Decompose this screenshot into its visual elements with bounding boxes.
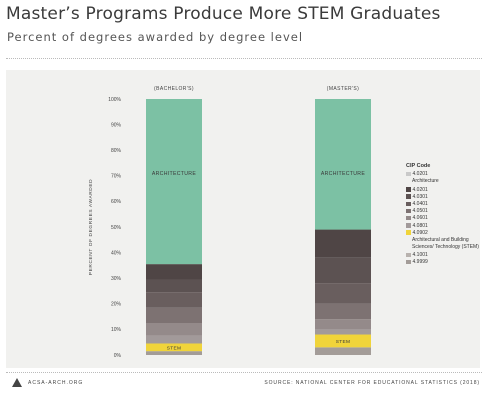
legend-swatch <box>406 171 411 176</box>
legend-item: 4.0301 <box>406 194 486 200</box>
header-divider <box>6 58 482 59</box>
legend-description: Architectural and Building Sciences/ Tec… <box>412 237 479 250</box>
bar-segment <box>146 323 202 336</box>
bar-segment <box>146 292 202 308</box>
bar-segment <box>315 283 371 304</box>
legend-swatch <box>406 215 411 221</box>
legend-item: 4.9999 <box>406 259 486 265</box>
footer-source: SOURCE: NATIONAL CENTER FOR EDUCATIONAL … <box>264 380 480 386</box>
y-tick-label: 100% <box>108 97 121 103</box>
chart-subtitle: Percent of degrees awarded by degree lev… <box>7 30 304 44</box>
y-tick-label: 80% <box>111 148 122 154</box>
bar-label: ARCHITECTURE <box>152 171 196 177</box>
legend-swatch <box>406 223 411 228</box>
bar-segment <box>315 99 371 230</box>
chart-panel <box>6 70 480 368</box>
category-label: (MASTER'S) <box>327 86 359 92</box>
bar-label: ARCHITECTURE <box>321 171 365 177</box>
footer: ACSA-ARCH.ORG SOURCE: NATIONAL CENTER FO… <box>6 372 482 391</box>
y-axis-label: PERCENT OF DEGREES AWARDED <box>88 179 94 275</box>
legend-item: 4.0401 <box>406 201 486 207</box>
acsa-logo-icon <box>12 378 22 387</box>
bar-label: STEM <box>167 345 182 351</box>
legend-swatch <box>406 230 411 235</box>
bar-segment <box>146 343 202 352</box>
y-tick-label: 60% <box>111 199 122 205</box>
bar-segment <box>146 264 202 280</box>
legend-swatch <box>406 252 411 257</box>
y-tick-label: 20% <box>111 302 122 308</box>
bar-segment <box>146 335 202 344</box>
legend-code: 4.1001 <box>412 252 428 258</box>
bar-segment <box>146 99 202 265</box>
bar-segment <box>146 307 202 323</box>
legend-code: 4.0301 <box>412 193 428 200</box>
legend-swatch <box>406 201 411 207</box>
legend-swatch <box>406 194 411 199</box>
y-tick-label: 50% <box>111 225 122 231</box>
y-tick-label: 30% <box>111 276 122 282</box>
legend-swatch <box>406 208 411 214</box>
bar-segment <box>315 303 371 320</box>
legend-code: 4.0201 <box>412 171 428 177</box>
bar-segment <box>315 347 371 355</box>
y-tick-label: 0% <box>114 353 122 359</box>
legend-item: 4.0201 <box>406 187 486 193</box>
bar-label: STEM <box>336 339 351 345</box>
footer-logo-text[interactable]: ACSA-ARCH.ORG <box>28 380 84 386</box>
legend-code: 4.0401 <box>412 201 428 208</box>
bar-segment <box>146 351 202 355</box>
legend-item: 4.0501 <box>406 208 486 214</box>
bar-segment <box>315 257 371 284</box>
bar-segment <box>146 279 202 293</box>
legend-code: 4.0801 <box>412 222 428 229</box>
legend-code: 4.0902 <box>412 229 428 236</box>
legend-code: 4.0201 <box>412 186 428 193</box>
legend-item: 4.0801 <box>406 223 486 229</box>
bar-segment <box>315 229 371 258</box>
bar-segment <box>315 334 371 348</box>
y-tick-label: 10% <box>111 327 122 333</box>
y-tick-label: 70% <box>111 174 122 180</box>
bar-segment <box>315 329 371 335</box>
legend-swatch <box>406 259 411 265</box>
legend-code: 4.9999 <box>412 259 428 266</box>
legend-item: 4.1001 <box>406 252 486 258</box>
y-tick-label: 90% <box>111 122 122 128</box>
y-tick-label: 40% <box>111 250 122 256</box>
legend-code: 4.0501 <box>412 208 428 215</box>
legend-item: 4.0201 <box>406 171 486 177</box>
legend-item: 4.0601 <box>406 215 486 221</box>
category-label: (BACHELOR'S) <box>154 86 194 92</box>
bar-segment <box>315 319 371 330</box>
legend-description: Architecture <box>412 178 439 185</box>
legend: CIP Code 4.0201 Architecture 4.0201 4.0301 4… <box>406 163 486 266</box>
legend-swatch <box>406 187 411 192</box>
legend-item: 4.0902 <box>406 230 486 236</box>
legend-code: 4.0601 <box>412 215 428 222</box>
legend-title: CIP Code <box>406 163 431 169</box>
chart-title: Master’s Programs Produce More STEM Grad… <box>6 4 441 24</box>
